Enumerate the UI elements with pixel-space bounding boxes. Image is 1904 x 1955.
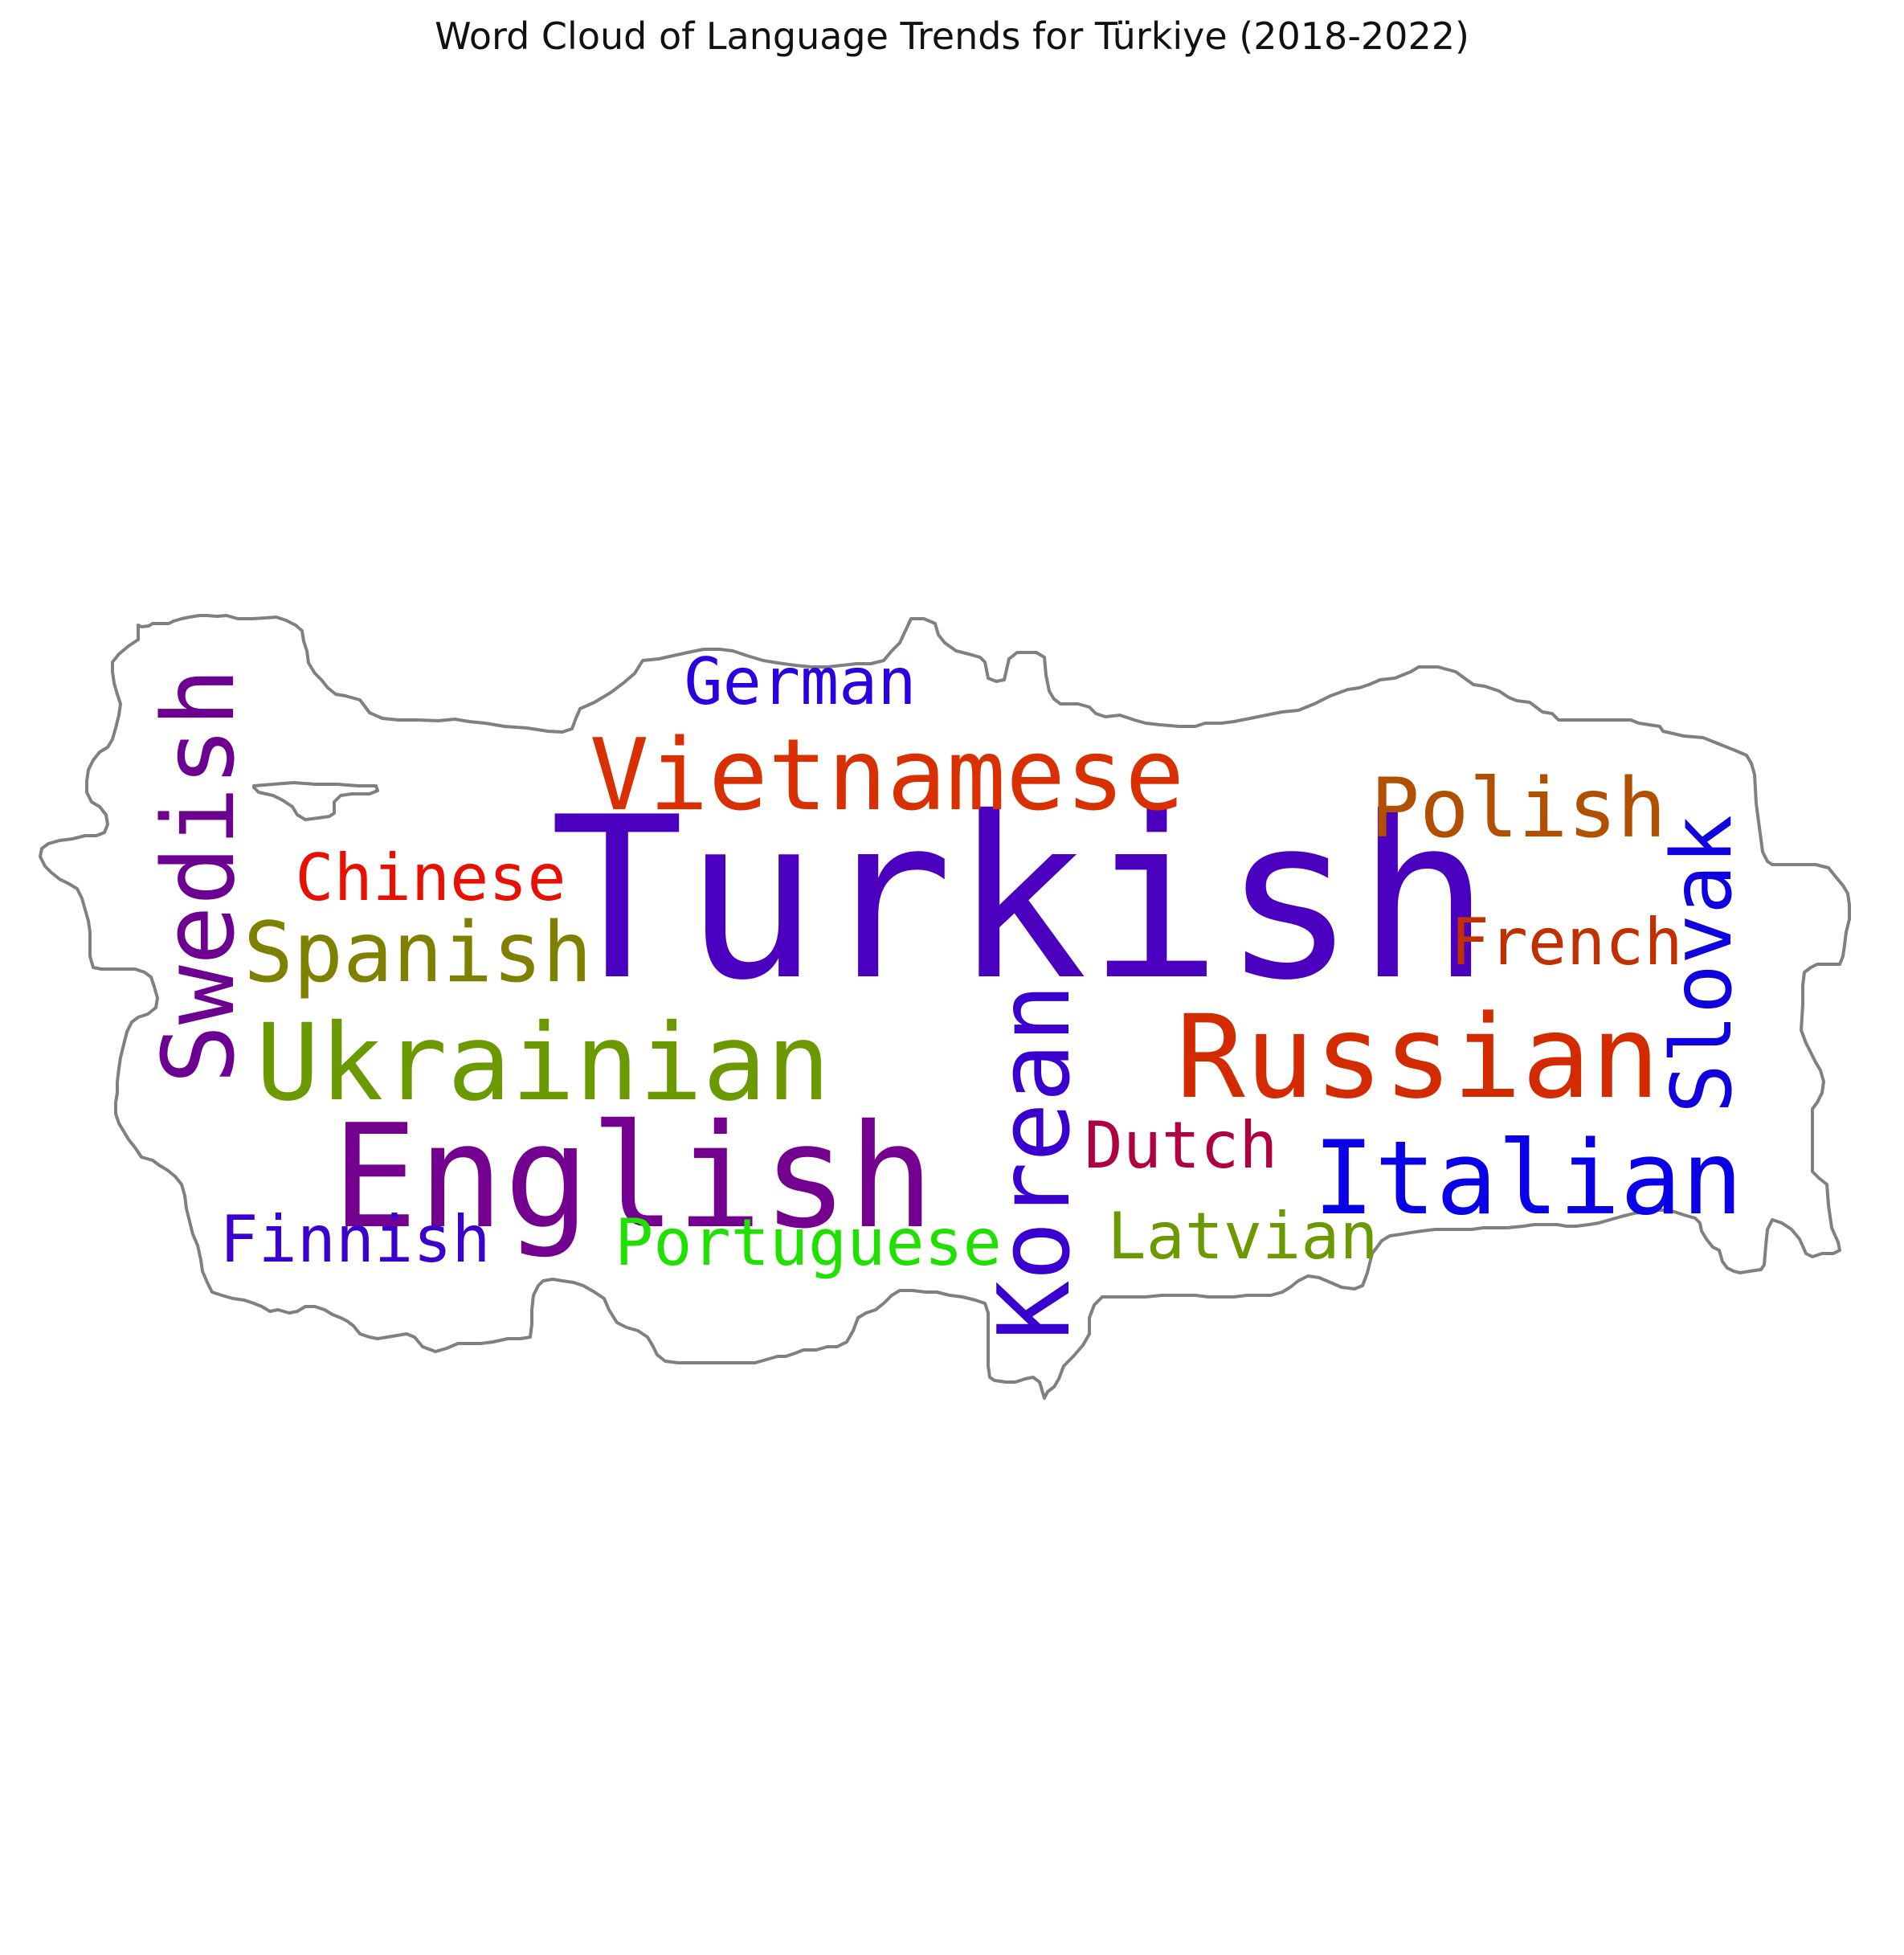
- word-english: English: [332, 1094, 934, 1260]
- word-turkish: Turkish: [550, 769, 1491, 1029]
- chart-title: Word Cloud of Language Trends for Türkiy…: [435, 14, 1469, 58]
- marmara-outline: [252, 781, 379, 821]
- country-outline: [39, 614, 1851, 1400]
- word-portuguese: Portuguese: [615, 1205, 1002, 1280]
- word-german: German: [684, 644, 917, 719]
- word-russian: Russian: [1176, 990, 1661, 1124]
- word-french: French: [1451, 905, 1683, 980]
- word-chinese: Chinese: [295, 840, 566, 915]
- word-dutch: Dutch: [1085, 1108, 1278, 1183]
- word-ukrainian: Ukrainian: [255, 1001, 830, 1125]
- word-korean: Korean: [978, 984, 1093, 1340]
- word-swedish: Swedish: [142, 668, 257, 1084]
- word-finnish: Finnish: [219, 1202, 490, 1277]
- word-spanish: Spanish: [243, 905, 592, 1001]
- word-vietnamese: Vietnamese: [590, 718, 1185, 833]
- word-slovak: Slovak: [1654, 815, 1751, 1114]
- word-latvian: Latvian: [1107, 1199, 1378, 1274]
- word-italian: Italian: [1313, 1119, 1743, 1237]
- word-polish: Polish: [1371, 761, 1666, 857]
